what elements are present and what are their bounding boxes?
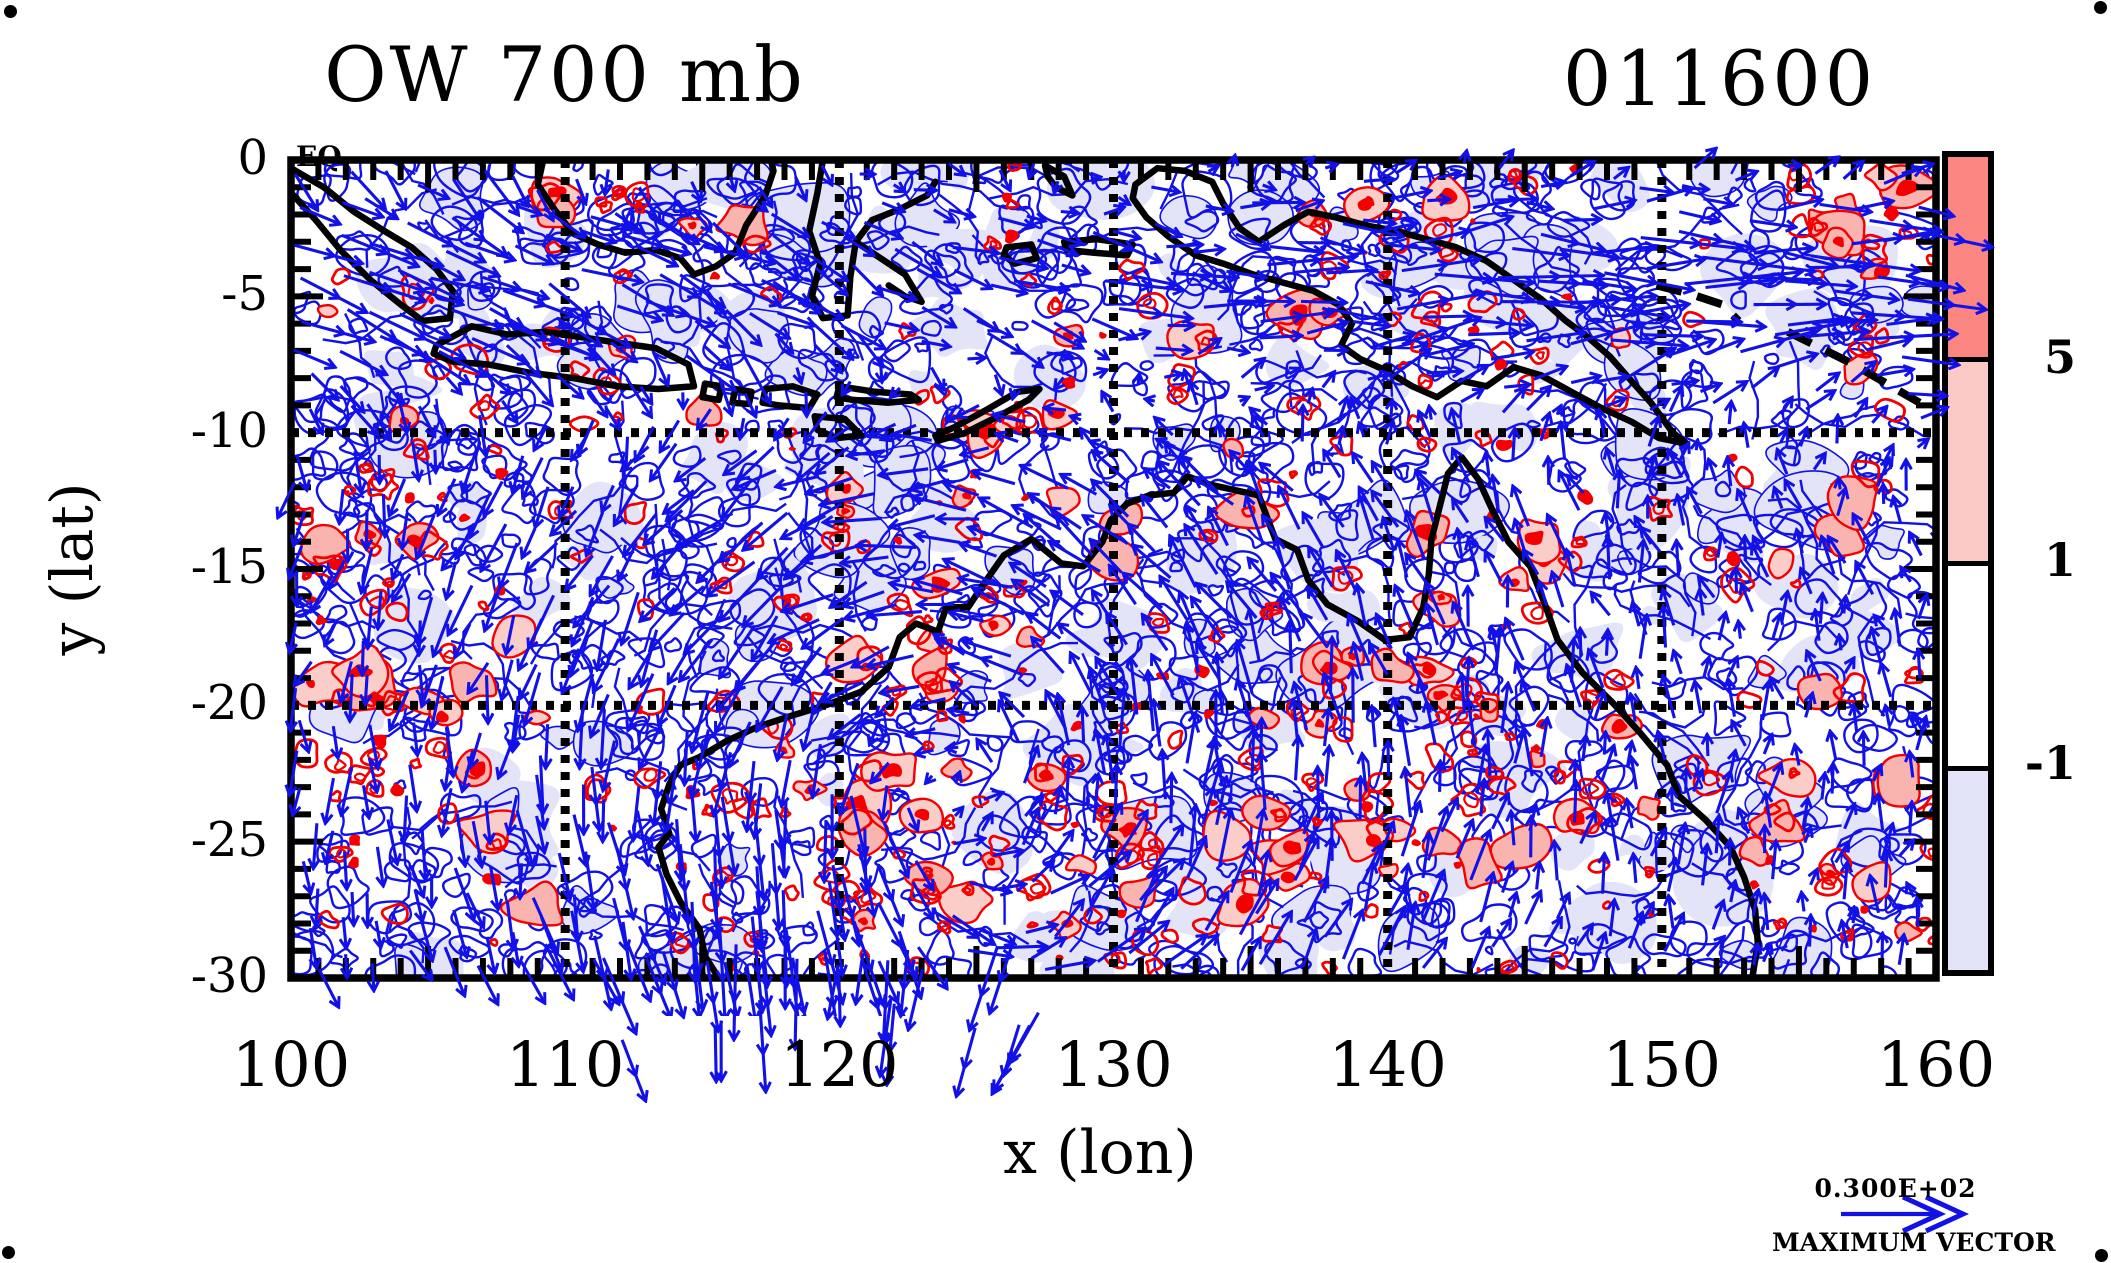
timestamp: 011600 — [1562, 34, 1878, 123]
max-vector-value: 0.300E+02 — [1814, 1174, 1977, 1203]
y-tick-label: -10 — [190, 402, 268, 459]
colorbar — [1942, 151, 1994, 976]
x-tick-label: 110 — [505, 1028, 625, 1101]
colorbar-label-neg1: -1 — [2024, 736, 2076, 790]
x-tick-label: 120 — [780, 1028, 899, 1101]
page-title: OW 700 mb — [324, 30, 806, 119]
x-tick-label: 150 — [1602, 1028, 1721, 1101]
colorbar-label-5: 5 — [2043, 330, 2076, 384]
x-axis-label: x (lon) — [1003, 1118, 1197, 1188]
corner-dot — [4, 5, 17, 18]
y-tick-label: -15 — [190, 539, 268, 595]
y-axis-label: y (lat) — [38, 482, 106, 656]
corner-dot — [2094, 1, 2107, 14]
y-tick-label: 0 — [237, 130, 268, 186]
corner-dot — [2095, 1249, 2108, 1262]
x-tick-label: 100 — [231, 1028, 351, 1101]
y-tick-label: -20 — [190, 675, 268, 732]
colorbar-segment-1-to-5 — [1948, 361, 1988, 566]
corner-dot — [2, 1246, 15, 1259]
max-vector-label: MAXIMUM VECTOR — [1772, 1228, 2056, 1257]
colorbar-segment-neg1-to-1 — [1948, 566, 1988, 771]
x-tick-label: 140 — [1328, 1028, 1447, 1101]
y-tick-label: -30 — [190, 948, 268, 1004]
colorbar-segment-below-neg1 — [1948, 770, 1988, 970]
x-tick-label: 160 — [1876, 1028, 1996, 1101]
y-tick-label: -5 — [221, 266, 268, 323]
colorbar-label-1: 1 — [2043, 533, 2076, 587]
y-tick-label: -25 — [190, 811, 268, 868]
x-tick-label: 130 — [1054, 1028, 1173, 1101]
colorbar-segment-above-5 — [1948, 157, 1988, 362]
